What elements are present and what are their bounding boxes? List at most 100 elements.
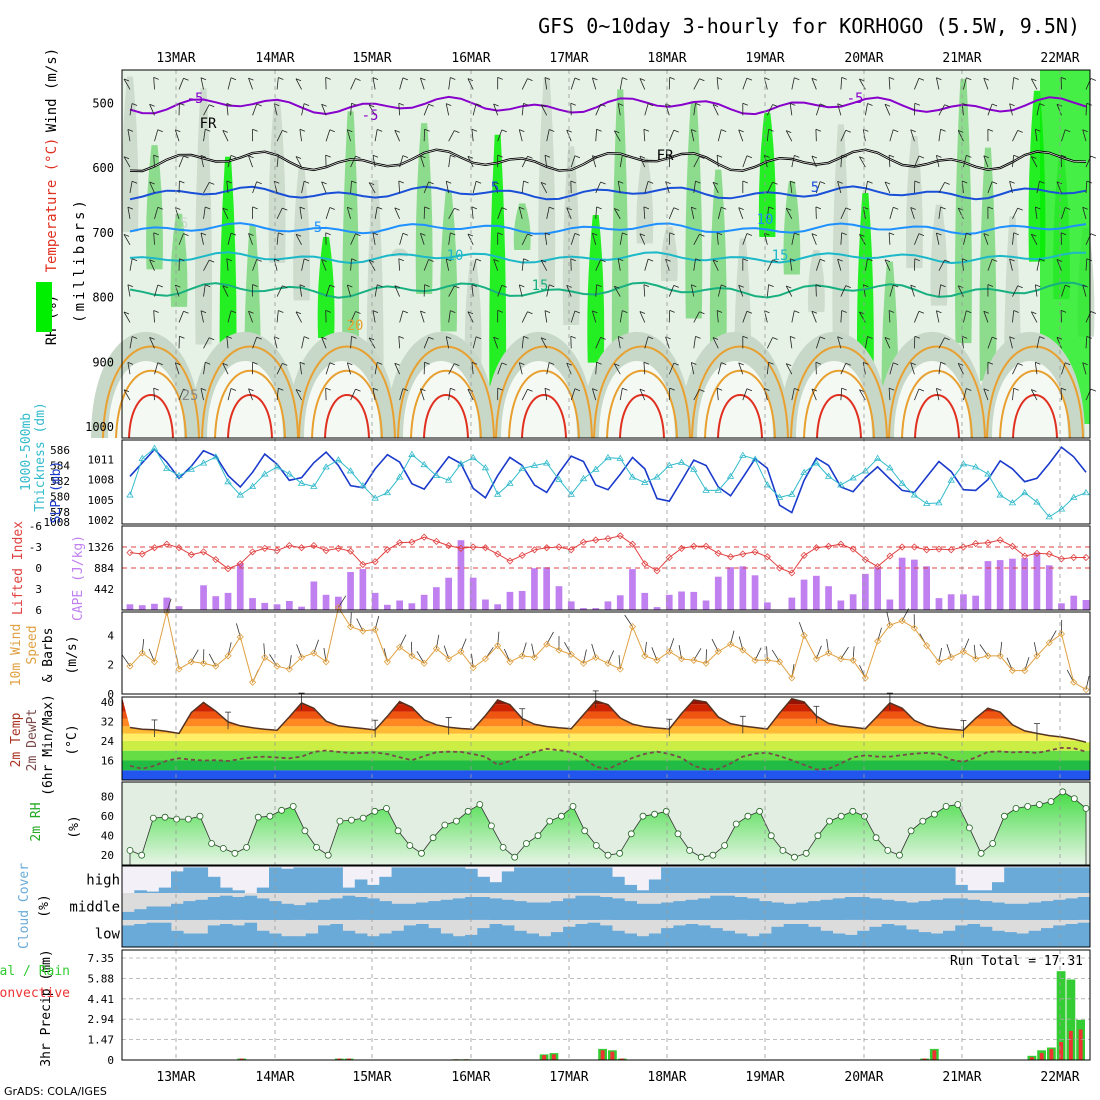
wind-barb (227, 77, 232, 90)
cloud-cell (318, 867, 331, 893)
wind-barb-flag (738, 129, 744, 133)
wind-marker (481, 655, 490, 663)
wind-barb (521, 233, 528, 245)
wind-barb-flag (867, 258, 873, 262)
cloud-cell (587, 867, 601, 893)
wind-barb-flag (764, 388, 770, 391)
wind-barb (398, 180, 401, 194)
day-label-bottom: 14MAR (255, 1070, 294, 1085)
wind-barb (936, 388, 940, 401)
wind-barb (123, 156, 131, 168)
wind-barb (222, 285, 229, 297)
wind-barb (325, 362, 331, 375)
cape-bar (371, 592, 379, 610)
wind-barb (127, 129, 131, 142)
wind-barb-flag (497, 154, 503, 158)
rh2m-marker (231, 849, 239, 857)
wind-barb (372, 77, 376, 90)
cloud-cell (771, 867, 784, 893)
wind-barb (595, 337, 601, 349)
wind-barb-flag (1082, 206, 1088, 210)
cape-bar (138, 605, 146, 610)
thickness-marker (212, 453, 220, 460)
wind-barb (248, 388, 253, 401)
wind-barb-flag (837, 336, 843, 340)
wind-barb (717, 284, 722, 297)
wind-barb (544, 310, 548, 323)
wind-barb-flag (699, 389, 705, 392)
wind-barb (639, 388, 646, 401)
wind-barb (1030, 78, 1038, 90)
wind-marker (1070, 678, 1078, 686)
wind-barb-flag (695, 336, 701, 339)
top-day-labels: 13MAR 14MAR 15MAR 16MAR 17MAR 18MAR 19MAR 20MAR… (156, 51, 1079, 66)
wind-barb (546, 129, 550, 142)
day-label-top: 15MAR (352, 51, 391, 66)
wind-barb (613, 208, 621, 220)
wind-barb-flag (420, 310, 426, 314)
rh2m-marker (394, 827, 402, 835)
wind-barb-flag (1009, 180, 1015, 184)
wind-barb-flag (123, 78, 130, 82)
wind-barb (766, 259, 773, 271)
wind-barb-flag (450, 310, 456, 313)
wind-barb (1034, 284, 1038, 297)
rh-dry-core (207, 361, 283, 438)
rh-column (464, 260, 482, 370)
wind-barb (273, 258, 278, 271)
cloud-cell (220, 924, 233, 947)
wind-barb-flag (1013, 77, 1019, 80)
temperature-arch-35 (423, 394, 469, 439)
wind-barb (644, 103, 649, 116)
cape-y-label: 442 (94, 583, 114, 596)
wind-barb (840, 232, 843, 245)
wind-barb (467, 233, 474, 245)
legend-wind: Wind (m/s) (44, 48, 60, 132)
legend-rh2m: 2m RH (29, 802, 44, 841)
wind-barb (472, 181, 477, 194)
cloud-cell (746, 936, 760, 947)
wind-barb-flag (669, 232, 675, 236)
wind-barb (1082, 284, 1087, 297)
wind-barb-flag (600, 259, 606, 263)
wind-barb-flag (1056, 336, 1063, 340)
temperature-arch-25 (888, 345, 986, 439)
wind-barb-flag (962, 258, 968, 262)
wind-barb-flag (738, 284, 744, 288)
cloud-cell (122, 925, 135, 947)
rh2m-marker (534, 832, 542, 840)
cloud-cell (514, 930, 527, 947)
wind-barb-flag (549, 362, 555, 365)
wind-marker (849, 656, 857, 664)
cloud-cell (612, 930, 625, 947)
wind-barb (346, 207, 351, 219)
wind-barb-flag (1082, 284, 1088, 288)
cloud-cell (452, 936, 466, 947)
wind-barb-flag (841, 232, 847, 236)
day-label-top: 21MAR (942, 51, 981, 66)
wind-barb-flag (669, 387, 675, 391)
wind-marker (800, 631, 808, 639)
wind-panel (121, 595, 1090, 694)
wind-barb (1085, 258, 1088, 271)
wind-barb-flag (574, 155, 581, 159)
wind-barb-flag (230, 232, 237, 236)
day-label-bottom: 17MAR (549, 1070, 588, 1085)
wind-barb (619, 155, 623, 168)
wind-barb-flag (493, 259, 499, 262)
day-label-bottom: 22MAR (1040, 1070, 1079, 1085)
wind-barb-flag (786, 207, 792, 211)
cloud-cell (477, 928, 490, 947)
cloud-cell (158, 906, 172, 920)
temp-band (122, 719, 1090, 727)
rh2m-marker (814, 832, 822, 840)
temperature-arch-30 (803, 369, 875, 439)
wind-barb-flag (592, 310, 598, 314)
wind-barb-flag (962, 180, 968, 184)
rh2m-marker (651, 810, 658, 818)
wind-barb-flag (222, 285, 228, 289)
cape-bar (727, 567, 734, 610)
wind-barb-flag (983, 77, 989, 81)
precip-conv-bar (1068, 1030, 1073, 1060)
